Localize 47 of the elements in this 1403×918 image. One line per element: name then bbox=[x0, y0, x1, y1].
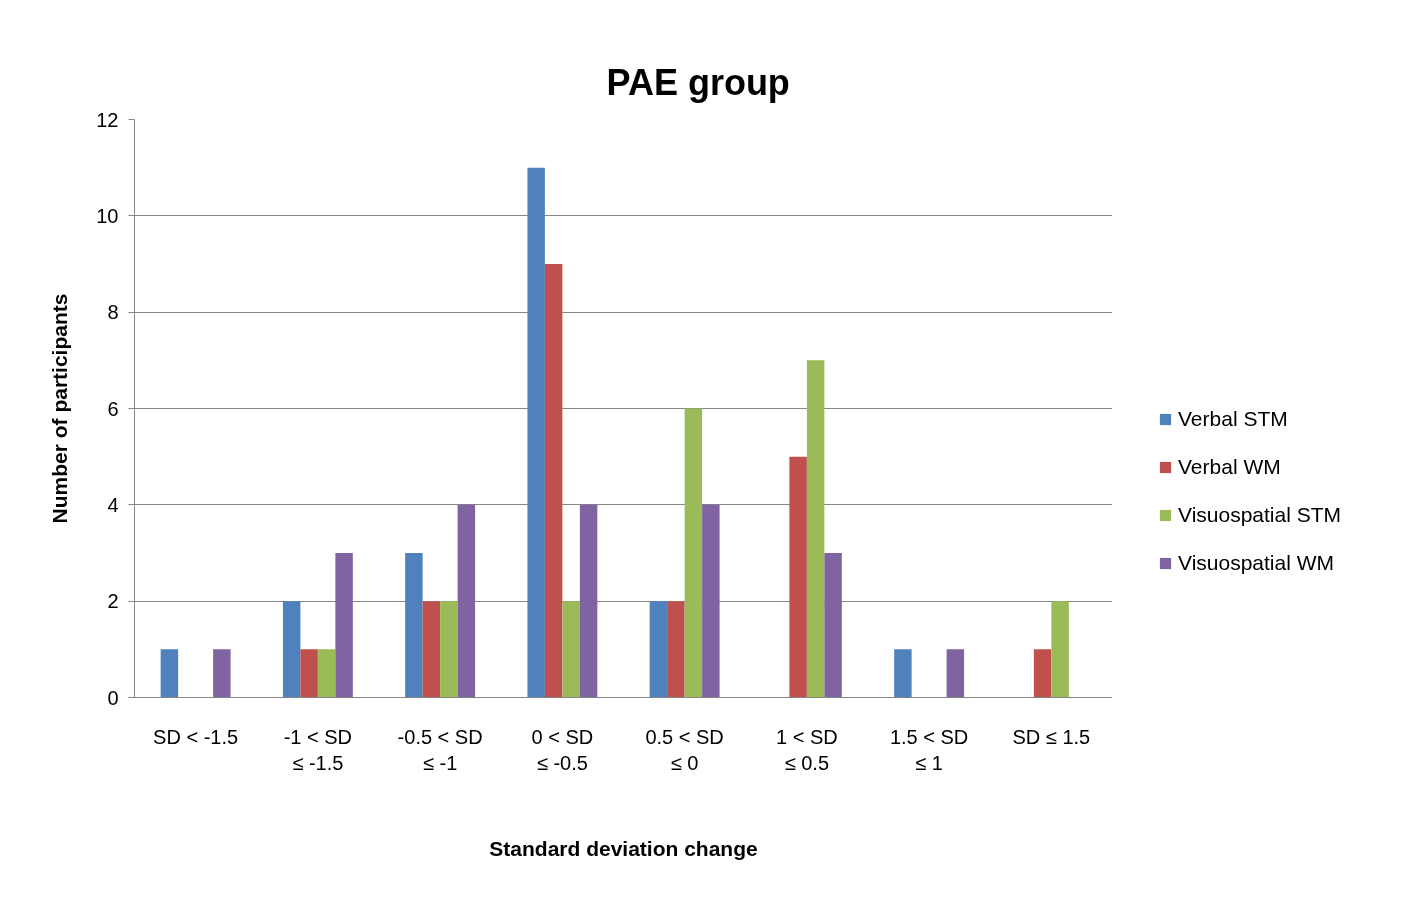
x-axis-title: Standard deviation change bbox=[489, 836, 758, 860]
bar bbox=[684, 408, 703, 698]
x-tick-label: 0.5 < SD ≤ 0 bbox=[645, 725, 724, 774]
bar bbox=[824, 553, 842, 698]
x-tick-label: 0 < SD ≤ -0.5 bbox=[531, 725, 594, 774]
bar bbox=[702, 504, 720, 698]
bar bbox=[405, 553, 423, 698]
bar bbox=[317, 649, 336, 698]
y-tick-label: 8 bbox=[107, 301, 119, 324]
y-tick-label: 2 bbox=[107, 590, 119, 613]
y-tick-label: 4 bbox=[107, 493, 119, 516]
x-tick-label: 1.5 < SD ≤ 1 bbox=[889, 725, 969, 774]
bar bbox=[562, 601, 580, 698]
bar bbox=[422, 601, 441, 698]
x-tick-label: SD < -1.5 bbox=[153, 725, 239, 748]
bar bbox=[579, 504, 598, 698]
bar bbox=[789, 456, 807, 698]
legend-label: Verbal STM bbox=[1178, 407, 1288, 431]
legend-label: Visuospatial WM bbox=[1178, 551, 1335, 575]
x-tick-label: -0.5 < SD ≤ -1 bbox=[397, 725, 483, 774]
bar bbox=[667, 601, 685, 698]
y-tick-label: 12 bbox=[96, 108, 119, 131]
chart-title: PAE group bbox=[606, 61, 790, 103]
bar bbox=[213, 649, 231, 698]
bar bbox=[527, 167, 545, 698]
bar bbox=[544, 264, 563, 698]
bar bbox=[160, 649, 179, 698]
bar bbox=[894, 649, 912, 698]
y-tick-label: 6 bbox=[107, 397, 119, 420]
bar bbox=[1051, 601, 1069, 698]
y-axis-title: Number of participants bbox=[48, 293, 72, 524]
x-tick-label: -1 < SD ≤ -1.5 bbox=[283, 725, 353, 774]
x-tick-label: SD ≤ 1.5 bbox=[1012, 725, 1091, 748]
legend-label: Visuospatial STM bbox=[1178, 503, 1342, 527]
y-tick-label: 10 bbox=[96, 204, 119, 227]
bar bbox=[440, 601, 458, 698]
bar bbox=[946, 649, 965, 698]
x-tick-label: 1 < SD ≤ 0.5 bbox=[776, 725, 838, 774]
bar bbox=[457, 504, 476, 698]
legend-label: Verbal WM bbox=[1178, 455, 1281, 479]
bar bbox=[806, 360, 825, 698]
bar bbox=[1033, 649, 1052, 698]
bar bbox=[335, 553, 353, 698]
bar bbox=[282, 601, 301, 698]
bar bbox=[649, 601, 668, 698]
y-tick-label: 0 bbox=[107, 686, 119, 709]
bar bbox=[300, 649, 318, 698]
